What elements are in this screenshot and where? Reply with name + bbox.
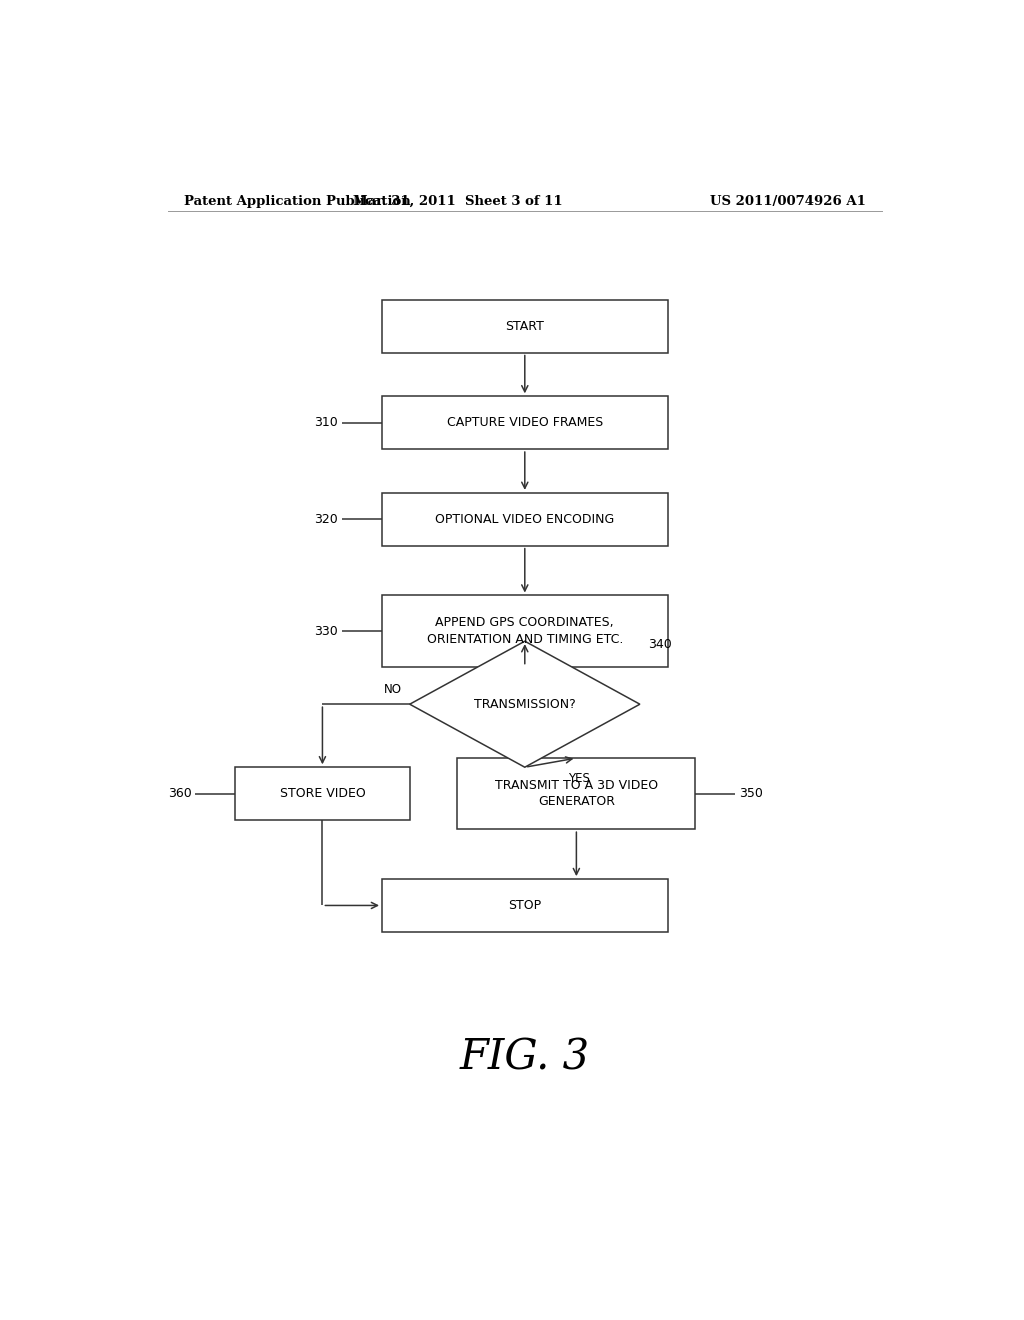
Bar [382,300,668,352]
Text: NO: NO [384,682,401,696]
Text: 340: 340 [648,639,672,651]
Text: TRANSMISSION?: TRANSMISSION? [474,698,575,710]
Text: STOP: STOP [508,899,542,912]
Text: APPEND GPS COORDINATES,
ORIENTATION AND TIMING ETC.: APPEND GPS COORDINATES, ORIENTATION AND … [427,616,623,645]
Text: Mar. 31, 2011  Sheet 3 of 11: Mar. 31, 2011 Sheet 3 of 11 [352,194,562,207]
Text: 310: 310 [314,416,338,429]
Bar [458,758,695,829]
Text: 320: 320 [314,512,338,525]
Bar [382,595,668,667]
Text: US 2011/0074926 A1: US 2011/0074926 A1 [711,194,866,207]
Bar [382,879,668,932]
Text: 330: 330 [314,624,338,638]
Text: 350: 350 [739,787,763,800]
Text: TRANSMIT TO A 3D VIDEO
GENERATOR: TRANSMIT TO A 3D VIDEO GENERATOR [495,779,658,808]
Bar [382,396,668,449]
Bar [236,767,410,820]
Text: FIG. 3: FIG. 3 [460,1038,590,1078]
Polygon shape [410,642,640,767]
Text: 360: 360 [168,787,191,800]
Text: OPTIONAL VIDEO ENCODING: OPTIONAL VIDEO ENCODING [435,512,614,525]
Text: CAPTURE VIDEO FRAMES: CAPTURE VIDEO FRAMES [446,416,603,429]
Text: Patent Application Publication: Patent Application Publication [183,194,411,207]
Text: YES: YES [568,772,590,785]
Bar [382,492,668,545]
Text: STORE VIDEO: STORE VIDEO [280,787,366,800]
Text: START: START [506,319,544,333]
